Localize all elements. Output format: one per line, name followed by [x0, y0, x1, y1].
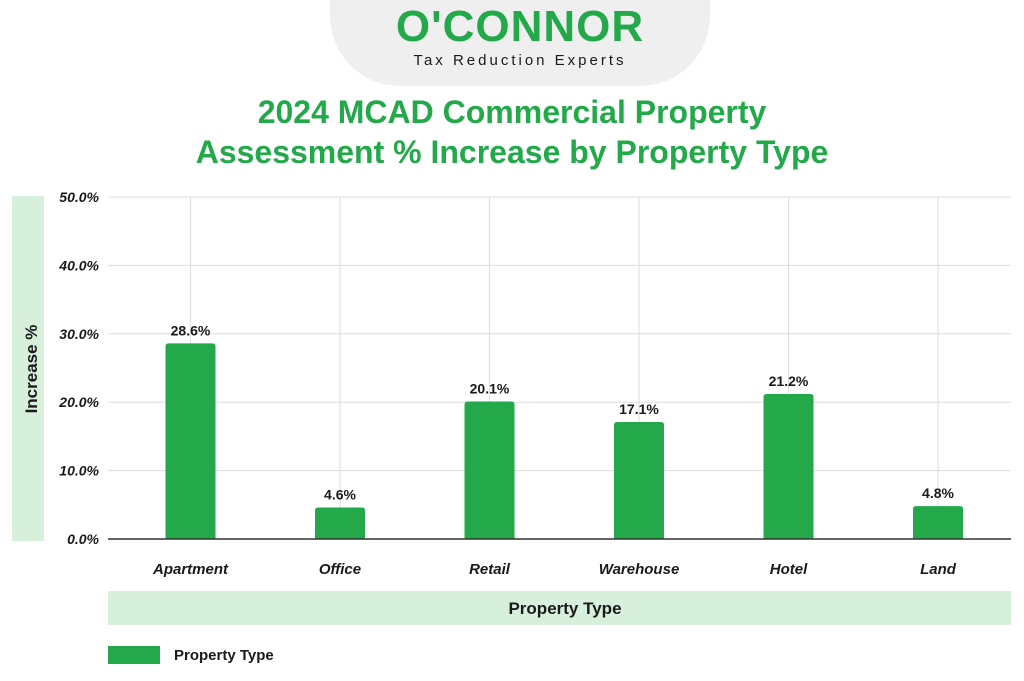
legend-label: Property Type	[174, 646, 274, 664]
chart-title-line-1: 2024 MCAD Commercial Property	[257, 94, 767, 130]
bar-land	[913, 506, 963, 539]
x-tick-label-warehouse: Warehouse	[599, 561, 680, 578]
data-label-retail: 20.1%	[470, 381, 510, 397]
bar-hotel	[763, 393, 814, 539]
x-tick-labels: Apartment Office Retail Warehouse Hotel Land	[152, 561, 957, 578]
x-tick-label-retail: Retail	[469, 561, 511, 578]
data-label-warehouse: 17.1%	[619, 401, 659, 417]
y-axis-label: Increase %	[22, 325, 41, 414]
y-tick-label: 50.0%	[59, 189, 99, 205]
y-tick-label: 10.0%	[59, 463, 99, 479]
x-axis-label: Property Type	[508, 599, 621, 618]
x-tick-label-land: Land	[920, 561, 957, 578]
y-tick-label: 40.0%	[58, 257, 99, 273]
y-tick-label: 30.0%	[59, 326, 99, 342]
bar-apartment	[165, 343, 216, 539]
logo-wordmark: O'CONNOR	[395, 2, 645, 51]
y-axis-label-band	[12, 196, 44, 541]
x-axis-label-band	[108, 591, 1011, 625]
legend: Property Type	[108, 644, 274, 666]
gridlines	[108, 196, 1011, 539]
bars: 28.6% 4.6% 20.1% 17.1% 21.2% 4.8%	[165, 322, 963, 539]
bar-warehouse	[614, 422, 664, 539]
chart-title: 2024 MCAD Commercial Property Assessment…	[0, 92, 1024, 172]
legend-swatch	[108, 646, 160, 664]
chart-title-line-2: Assessment % Increase by Property Type	[195, 134, 829, 170]
data-label-hotel: 21.2%	[769, 373, 809, 389]
x-tick-label-office: Office	[319, 561, 361, 578]
bar-retail	[464, 401, 515, 539]
x-tick-label-apartment: Apartment	[152, 561, 229, 578]
logo-tagline: Tax Reduction Experts	[413, 52, 627, 69]
y-tick-label: 0.0%	[67, 531, 99, 547]
data-label-office: 4.6%	[324, 487, 356, 503]
x-tick-label-hotel: Hotel	[770, 561, 808, 578]
bar-office	[315, 507, 365, 539]
y-tick-label: 20.0%	[58, 394, 99, 410]
y-tick-labels: 0.0% 10.0% 20.0% 30.0% 40.0% 50.0%	[58, 189, 99, 547]
data-label-apartment: 28.6%	[171, 322, 211, 338]
logo-banner: O'CONNOR Tax Reduction Experts	[330, 0, 710, 86]
data-label-land: 4.8%	[922, 485, 954, 501]
